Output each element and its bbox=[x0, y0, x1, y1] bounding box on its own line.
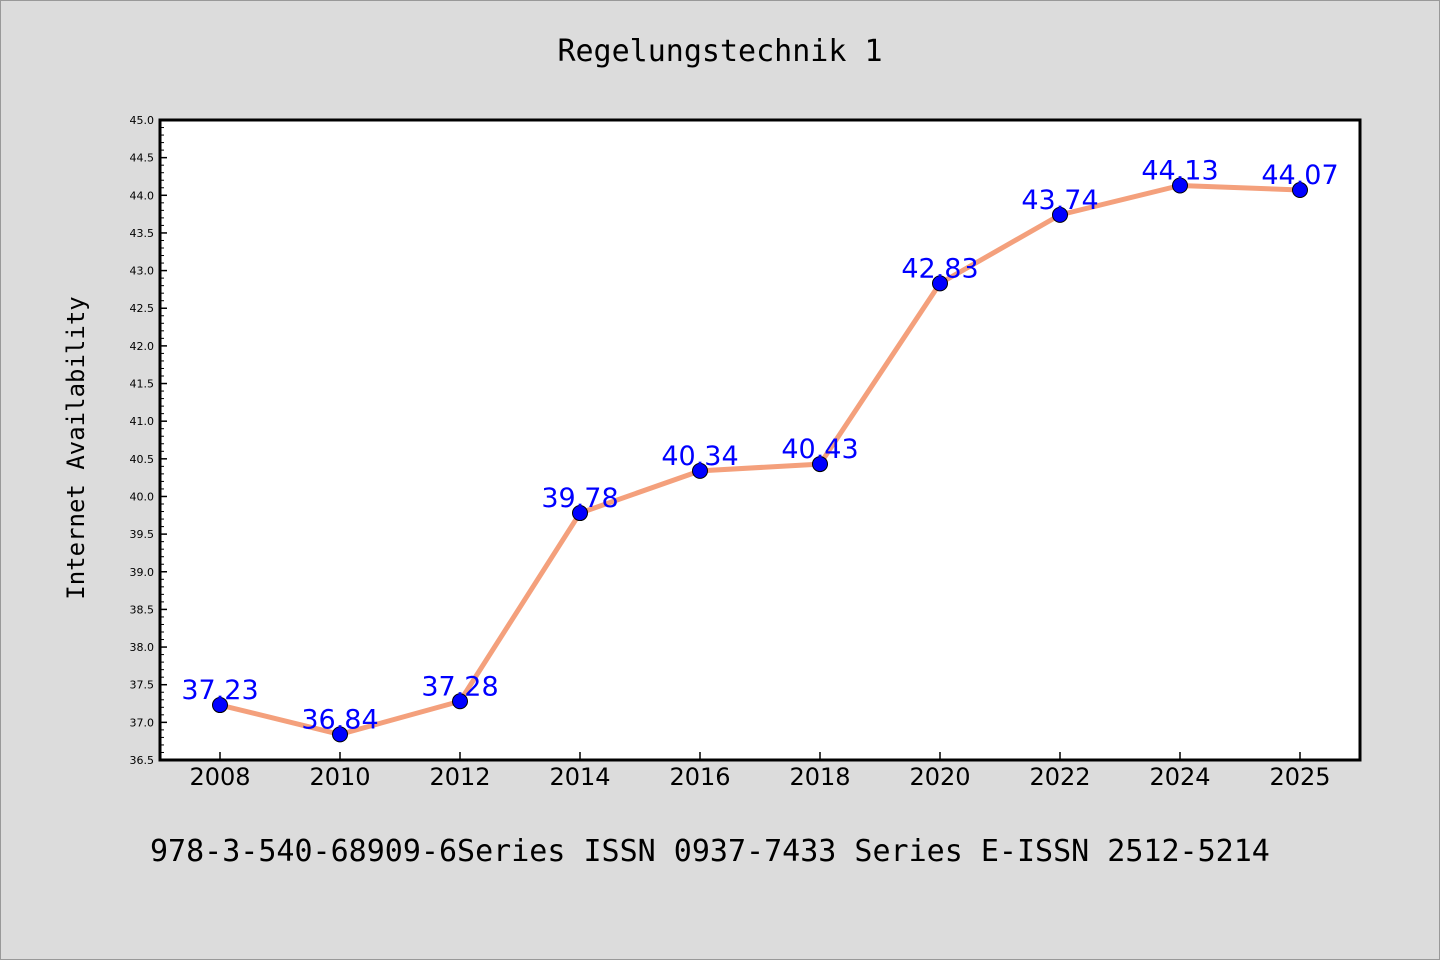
x-tick-label: 2010 bbox=[309, 763, 370, 791]
x-tick-label: 2022 bbox=[1029, 763, 1090, 791]
y-tick-label: 40.5 bbox=[130, 453, 155, 466]
y-tick-label: 41.0 bbox=[130, 415, 155, 428]
data-label: 43.74 bbox=[1021, 185, 1098, 216]
data-label: 36.84 bbox=[301, 704, 378, 735]
y-tick-label: 36.5 bbox=[130, 754, 155, 767]
data-point bbox=[1172, 177, 1188, 194]
y-tick-label: 43.5 bbox=[130, 227, 155, 240]
x-tick-label: 2024 bbox=[1149, 763, 1210, 791]
y-tick-label: 44.0 bbox=[130, 189, 155, 202]
y-tick-label: 37.5 bbox=[130, 679, 155, 692]
x-tick-label: 2018 bbox=[789, 763, 850, 791]
y-axis: 36.5 37.0 37.5 38.0 38.5 39.0 39.5 40.0 40.5 41.0… bbox=[130, 114, 167, 767]
data-point bbox=[1292, 182, 1308, 199]
series-line bbox=[217, 183, 1303, 737]
data-point bbox=[332, 726, 348, 743]
data-point bbox=[452, 693, 468, 710]
data-point bbox=[1052, 206, 1068, 223]
chart-title: Regelungstechnik 1 bbox=[557, 34, 883, 69]
data-label: 44.07 bbox=[1261, 160, 1338, 191]
data-label: 37.23 bbox=[181, 675, 258, 706]
data-label: 44.13 bbox=[1141, 156, 1218, 187]
data-point bbox=[692, 462, 708, 479]
y-tick-label: 40.0 bbox=[130, 490, 155, 503]
y-tick-label: 38.0 bbox=[130, 641, 155, 654]
y-tick-label: 42.0 bbox=[130, 340, 155, 353]
y-tick-label: 39.0 bbox=[130, 566, 155, 579]
y-tick-label: 43.0 bbox=[130, 265, 155, 278]
x-tick-label: 2025 bbox=[1269, 763, 1330, 791]
data-point bbox=[932, 275, 948, 292]
data-label: 42.83 bbox=[901, 253, 978, 284]
data-label: 40.43 bbox=[781, 434, 858, 465]
data-label: 39.78 bbox=[541, 483, 618, 514]
x-tick-label: 2014 bbox=[549, 763, 610, 791]
x-tick-label: 2008 bbox=[189, 763, 250, 791]
series-group: 37.23 36.84 37.28 39.78 40.34 40.43 42.83 43.74… bbox=[181, 156, 1339, 743]
plot-area bbox=[160, 120, 1360, 760]
data-point bbox=[572, 505, 588, 522]
y-tick-label: 41.5 bbox=[130, 378, 155, 391]
y-tick-label: 44.5 bbox=[130, 152, 155, 165]
x-tick-label: 2016 bbox=[669, 763, 730, 791]
footer-text: 978-3-540-68909-6Series ISSN 0937-7433 S… bbox=[150, 834, 1270, 869]
y-axis-label: Internet Availability bbox=[62, 296, 90, 599]
data-label: 37.28 bbox=[421, 671, 498, 702]
x-tick-label: 2012 bbox=[429, 763, 490, 791]
y-tick-label: 39.5 bbox=[130, 528, 155, 541]
y-tick-label: 37.0 bbox=[130, 716, 155, 729]
x-tick-label: 2020 bbox=[909, 763, 970, 791]
data-point bbox=[212, 697, 228, 714]
y-tick-label: 42.5 bbox=[130, 302, 155, 315]
x-axis: 2008 2010 2012 2014 2016 2018 2020 2022 2024 2025 bbox=[189, 752, 1331, 791]
data-label: 40.34 bbox=[661, 441, 738, 472]
data-point bbox=[812, 456, 828, 473]
y-tick-label: 45.0 bbox=[130, 114, 155, 127]
plot-border bbox=[158, 118, 1362, 762]
y-tick-label: 38.5 bbox=[130, 603, 155, 616]
